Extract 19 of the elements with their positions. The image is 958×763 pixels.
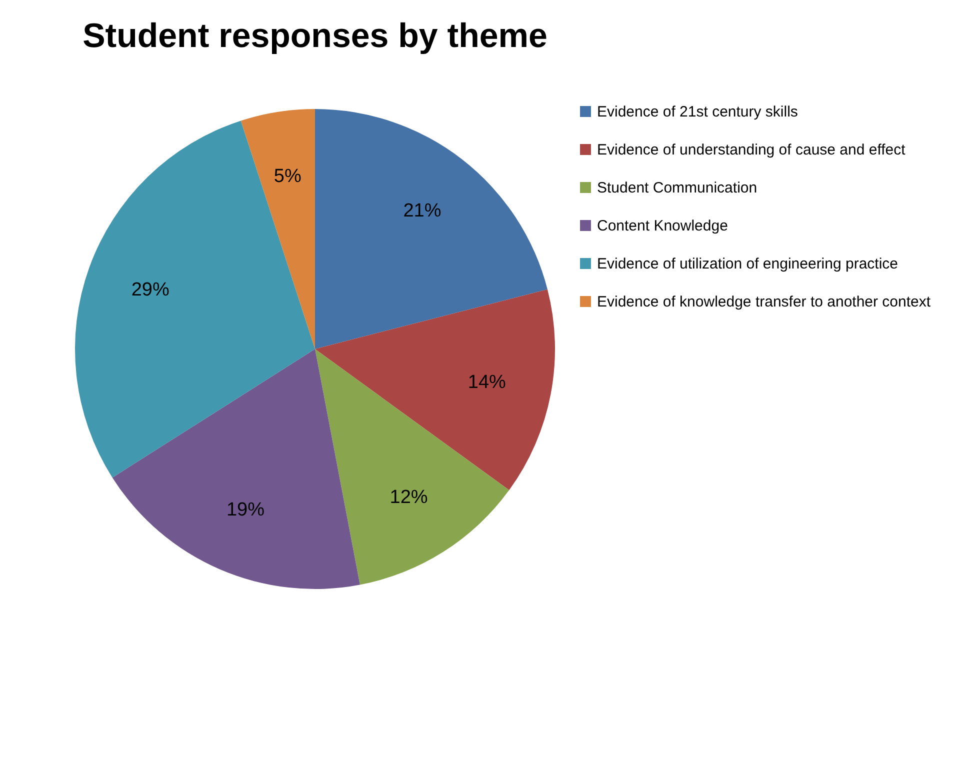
legend-label: Evidence of understanding of cause and effect [597, 142, 906, 158]
data-label: 29% [131, 280, 170, 301]
pie-slice [112, 349, 360, 589]
data-label: 5% [274, 166, 302, 188]
legend-label: Content Knowledge [597, 218, 728, 234]
pie-slice [315, 289, 555, 490]
data-label: 19% [226, 500, 265, 521]
legend-label: Evidence of utilization of engineering practice [597, 256, 898, 272]
pie-slice [240, 109, 315, 349]
data-label: 12% [390, 486, 428, 508]
data-label: 14% [468, 372, 506, 393]
pie-slice [315, 109, 548, 349]
legend-label: Evidence of knowledge transfer to another context [597, 294, 932, 310]
pie-slice [75, 120, 315, 478]
legend-label: Student Communication [597, 180, 758, 196]
data-label: 21% [403, 200, 442, 222]
pie-slice [315, 349, 510, 585]
chart-title: Student responses by theme [82, 17, 548, 55]
legend-label: Evidence of 21st century skills [597, 104, 798, 120]
